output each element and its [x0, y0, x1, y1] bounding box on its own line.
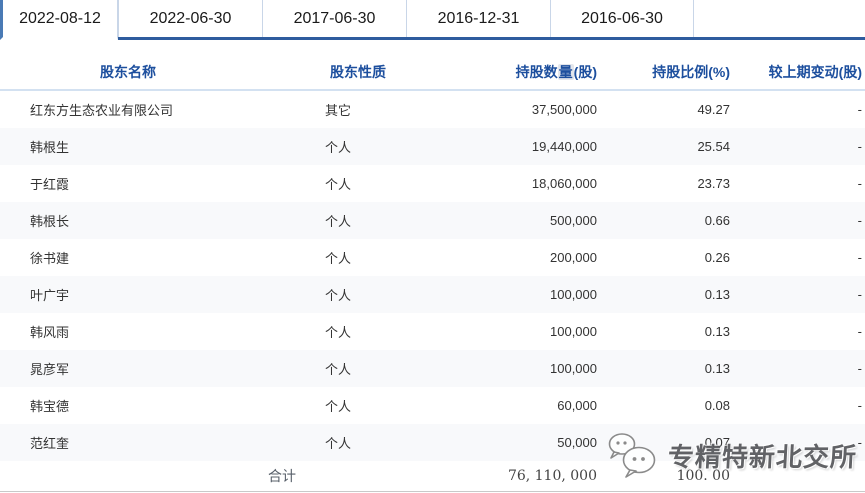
tab-2016-12-31[interactable]: 2016-12-31 — [406, 0, 550, 37]
shareholder-nature-cell: 其它 — [325, 103, 352, 118]
shareholder-name-cell: 红东方生态农业有限公司 — [30, 103, 174, 118]
total-shares-value: 76, 110, 000 — [507, 468, 597, 484]
shareholder-nature-cell: 个人 — [325, 251, 352, 266]
shareholding-ratio-cell: 49.27 — [697, 102, 730, 117]
table-row: 韩根生 个人 19,440,000 25.54 - — [0, 128, 865, 165]
shareholding-ratio-cell: 0.26 — [704, 250, 730, 265]
date-tabbar: 2022-08-12 2022-06-30 2017-06-30 2016-12… — [0, 0, 865, 40]
table-row: 红东方生态农业有限公司 其它 37,500,000 49.27 - — [0, 91, 865, 128]
shareholder-nature-cell: 个人 — [325, 325, 352, 340]
shareholder-nature-cell: 个人 — [325, 177, 352, 192]
change-cell: - — [857, 102, 862, 117]
change-cell: - — [857, 250, 862, 265]
tab-2022-06-30[interactable]: 2022-06-30 — [118, 0, 262, 37]
shareholder-nature-cell: 个人 — [325, 399, 352, 414]
header-shareholder-nature: 股东性质 — [330, 64, 386, 80]
total-label: 合计 — [268, 468, 296, 484]
table-body: 红东方生态农业有限公司 其它 37,500,000 49.27 - 韩根生 个人… — [0, 91, 865, 461]
tab-2017-06-30[interactable]: 2017-06-30 — [262, 0, 406, 37]
shareholder-name-cell: 徐书建 — [30, 251, 70, 266]
shareholding-ratio-cell: 23.73 — [697, 176, 730, 191]
shareholding-ratio-cell: 0.13 — [704, 287, 730, 302]
shareholder-name-cell: 于红霞 — [30, 177, 70, 192]
table-row: 于红霞 个人 18,060,000 23.73 - — [0, 165, 865, 202]
shareholding-ratio-cell: 0.66 — [704, 213, 730, 228]
total-ratio-value: 100. 00 — [676, 468, 730, 484]
table-header-row: 股东名称 股东性质 持股数量(股) 持股比例(%) 较上期变动(股) — [0, 55, 865, 91]
shareholder-name-cell: 晁彦军 — [30, 362, 70, 377]
shareholder-name-cell: 范红奎 — [30, 436, 70, 451]
shares-held-cell: 100,000 — [550, 324, 597, 339]
shareholder-name-cell: 韩风雨 — [30, 325, 70, 340]
shares-held-cell: 19,440,000 — [531, 139, 597, 154]
table-row: 韩宝德 个人 60,000 0.08 - — [0, 387, 865, 424]
tabbar-filler — [694, 0, 865, 37]
shareholder-name-cell: 韩宝德 — [30, 399, 70, 414]
header-change-from-previous: 较上期变动(股) — [768, 64, 862, 80]
table-row: 叶广宇 个人 100,000 0.13 - — [0, 276, 865, 313]
shareholder-name-cell: 韩根长 — [30, 214, 70, 229]
table-row: 范红奎 个人 50,000 0.07 - — [0, 424, 865, 461]
shares-held-cell: 500,000 — [550, 213, 597, 228]
header-shareholder-name: 股东名称 — [100, 64, 156, 80]
change-cell: - — [857, 361, 862, 376]
shareholding-ratio-cell: 0.08 — [704, 398, 730, 413]
shares-held-cell: 18,060,000 — [531, 176, 597, 191]
change-cell: - — [857, 435, 862, 450]
change-cell: - — [857, 176, 862, 191]
shareholder-nature-cell: 个人 — [325, 362, 352, 377]
shares-held-cell: 60,000 — [557, 398, 597, 413]
shareholding-ratio-cell: 25.54 — [697, 139, 730, 154]
table-row: 韩根长 个人 500,000 0.66 - — [0, 202, 865, 239]
shareholder-name-cell: 韩根生 — [30, 140, 70, 155]
change-cell: - — [857, 213, 862, 228]
shareholder-nature-cell: 个人 — [325, 288, 352, 303]
table-row: 晁彦军 个人 100,000 0.13 - — [0, 350, 865, 387]
shares-held-cell: 50,000 — [557, 435, 597, 450]
total-row: 合计 76, 110, 000 100. 00 — [0, 461, 865, 492]
change-cell: - — [857, 287, 862, 302]
tab-2022-08-12[interactable]: 2022-08-12 — [0, 0, 118, 40]
shareholder-nature-cell: 个人 — [325, 436, 352, 451]
change-cell: - — [857, 398, 862, 413]
shareholder-nature-cell: 个人 — [325, 214, 352, 229]
table-row: 韩风雨 个人 100,000 0.13 - — [0, 313, 865, 350]
shareholder-name-cell: 叶广宇 — [30, 288, 70, 303]
header-shareholding-ratio: 持股比例(%) — [652, 64, 730, 80]
shares-held-cell: 100,000 — [550, 361, 597, 376]
shareholding-ratio-cell: 0.13 — [704, 324, 730, 339]
shareholding-ratio-cell: 0.07 — [704, 435, 730, 450]
change-cell: - — [857, 324, 862, 339]
shares-held-cell: 37,500,000 — [531, 102, 597, 117]
shares-held-cell: 100,000 — [550, 287, 597, 302]
shares-held-cell: 200,000 — [550, 250, 597, 265]
change-cell: - — [857, 139, 862, 154]
table-row: 徐书建 个人 200,000 0.26 - — [0, 239, 865, 276]
tab-2016-06-30[interactable]: 2016-06-30 — [550, 0, 694, 37]
shareholding-ratio-cell: 0.13 — [704, 361, 730, 376]
shareholder-nature-cell: 个人 — [325, 140, 352, 155]
header-shares-held: 持股数量(股) — [515, 64, 597, 80]
highlighted-char: 量 — [557, 64, 574, 80]
